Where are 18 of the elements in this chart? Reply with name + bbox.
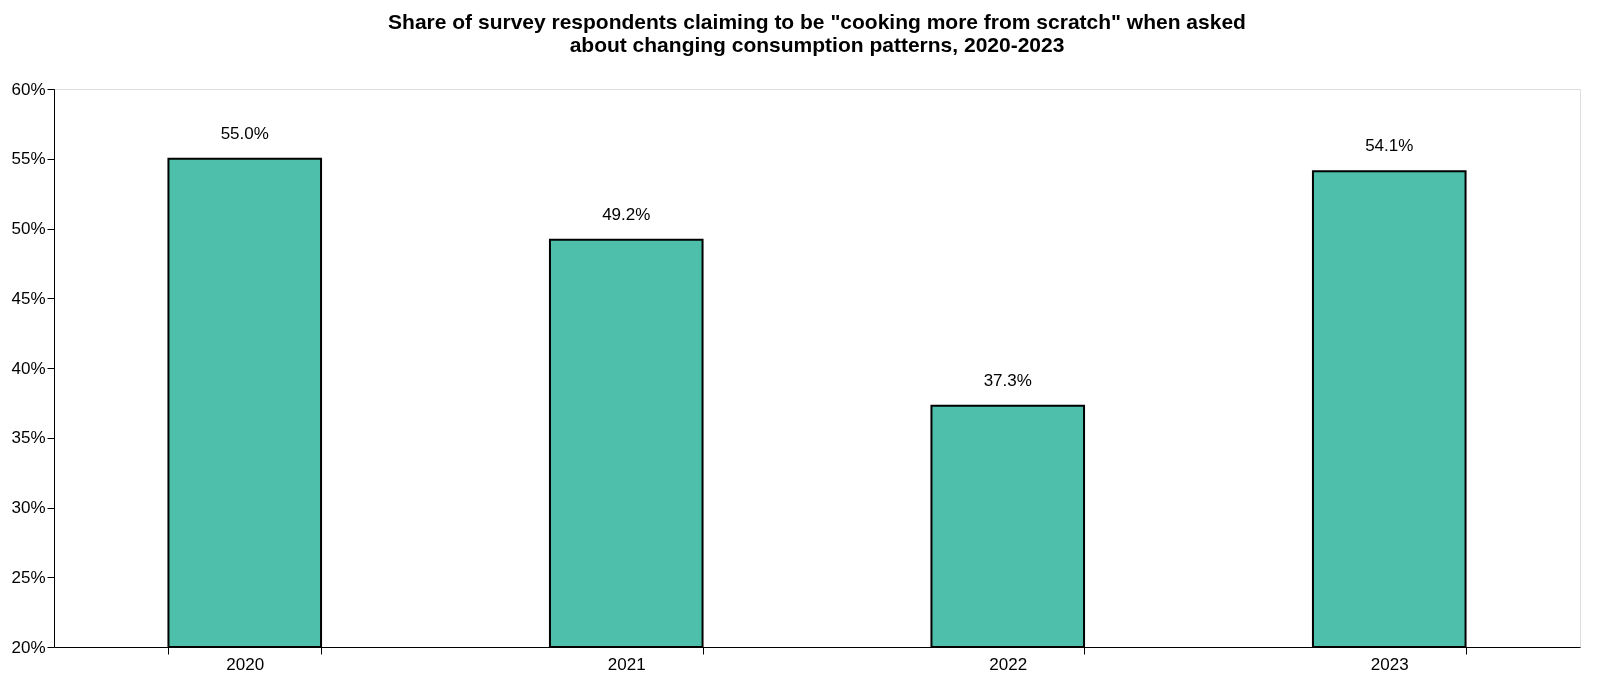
x-tick-label: 2022 xyxy=(989,654,1028,674)
y-tick-label: 40% xyxy=(11,358,46,378)
data-label: 54.1% xyxy=(1365,136,1414,156)
x-tick-label: 2023 xyxy=(1370,654,1409,674)
x-tick-label: 2020 xyxy=(226,654,265,674)
data-label: 49.2% xyxy=(602,204,651,224)
y-tick-label: 35% xyxy=(11,428,46,448)
y-tick-label: 45% xyxy=(11,288,46,308)
y-tick-label: 30% xyxy=(11,498,46,517)
y-tick-label: 20% xyxy=(11,637,46,657)
y-tick-label: 55% xyxy=(11,149,46,169)
data-label: 37.3% xyxy=(983,370,1032,390)
x-tick-label: 2021 xyxy=(607,654,646,674)
chart-title: Share of survey respondents claiming to be "cooking more from scratch" when asked about changing consumption patterns, 2020-2023 xyxy=(388,10,1246,56)
data-label: 55.0% xyxy=(220,123,269,143)
y-tick-label: 25% xyxy=(11,567,46,587)
y-tick-label: 60% xyxy=(11,79,46,99)
y-tick-label: 50% xyxy=(11,219,46,238)
